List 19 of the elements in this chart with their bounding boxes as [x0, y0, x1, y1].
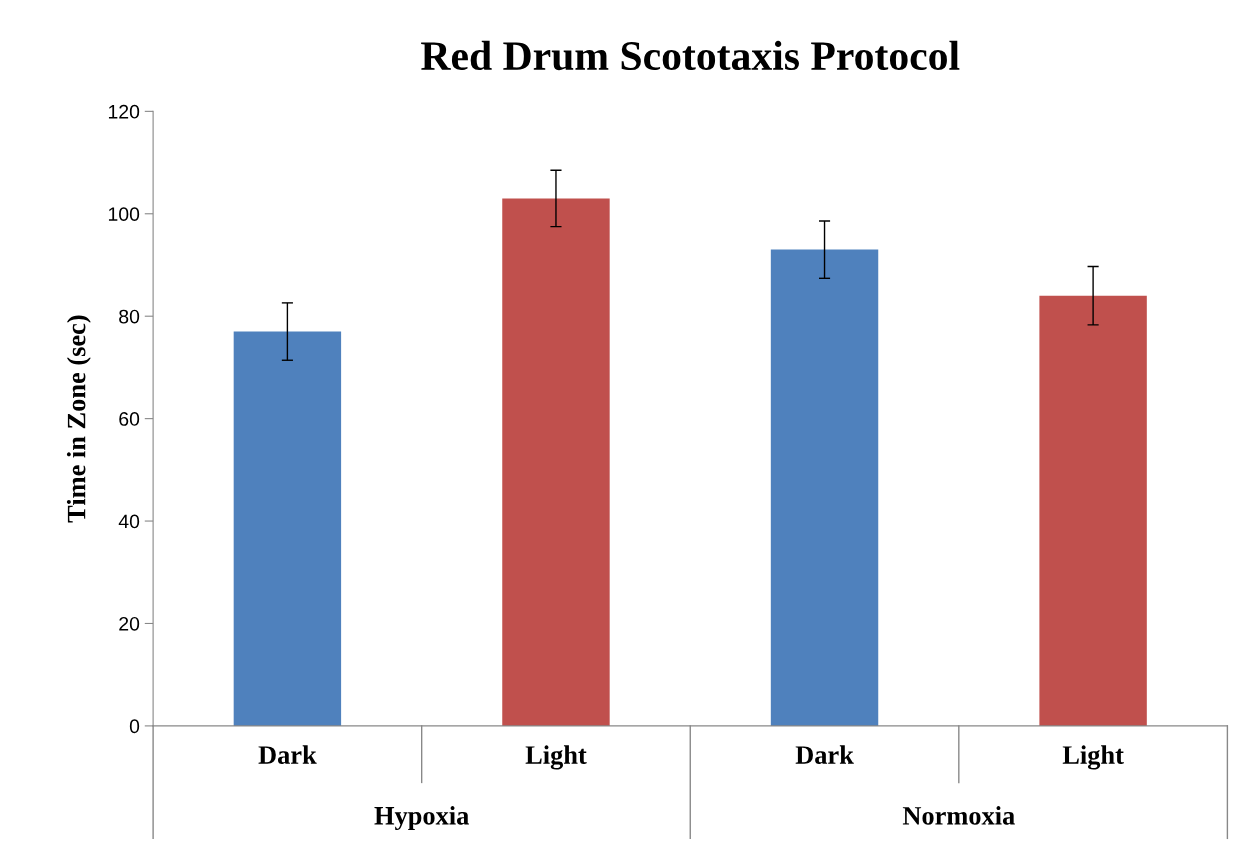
bar: [1039, 295, 1147, 726]
text: Normoxia: [902, 806, 1015, 825]
chart-title: Red Drum Scototaxis Protocol: [421, 40, 960, 71]
text: Hypoxia: [374, 806, 469, 831]
y-tick-label: 40: [118, 514, 140, 529]
y-tick-label: 20: [119, 616, 140, 631]
y-tick-label: 120: [108, 104, 140, 119]
y-tick-label: 80: [119, 309, 140, 324]
bar: [233, 331, 342, 726]
x-tick-label: Light: [525, 745, 587, 770]
bar: [502, 198, 610, 726]
y-tick-label: 100: [108, 207, 140, 222]
x-tick-label: Dark: [258, 745, 317, 764]
y-tick-label: 0: [129, 719, 140, 734]
bar: [770, 249, 879, 726]
x-tick-label: Dark: [795, 745, 854, 764]
y-axis-title: Time in Zone (sec): [66, 315, 91, 523]
x-tick-label: Light: [1062, 745, 1124, 770]
y-tick-label: 60: [119, 412, 140, 426]
